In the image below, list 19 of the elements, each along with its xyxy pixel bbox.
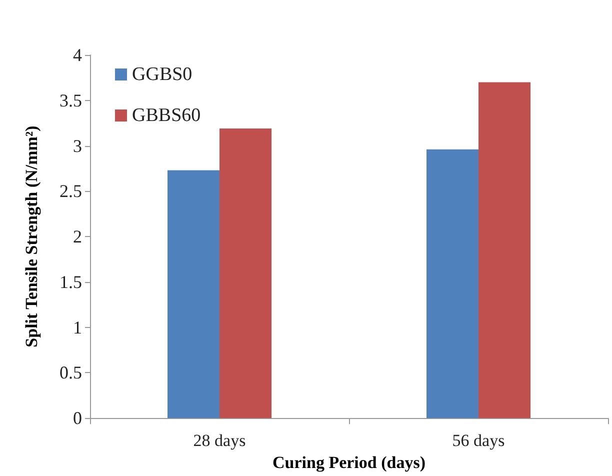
bar: [220, 128, 272, 418]
x-axis-title: Curing Period (days): [272, 453, 426, 472]
y-tick-label: 1.5: [60, 272, 82, 292]
y-tick-label: 3.5: [60, 90, 82, 110]
bar: [426, 149, 478, 418]
y-tick-label: 3: [73, 136, 82, 156]
y-tick-label: 4: [73, 45, 82, 65]
legend-label: GBBS60: [132, 105, 201, 126]
x-tick-label: 28 days: [193, 431, 246, 450]
y-tick-label: 0: [73, 408, 82, 428]
y-axis-title: Split Tensile Strength (N/mm²): [22, 126, 41, 348]
bar: [168, 170, 220, 418]
bar: [478, 82, 530, 418]
y-tick-label: 2.5: [60, 181, 82, 202]
x-tick-label: 56 days: [452, 431, 505, 450]
y-tick-label: 2: [73, 226, 82, 247]
y-tick-label: 0.5: [60, 362, 82, 383]
y-tick-label: 1: [73, 317, 82, 338]
legend-label: GGBS0: [132, 64, 192, 85]
